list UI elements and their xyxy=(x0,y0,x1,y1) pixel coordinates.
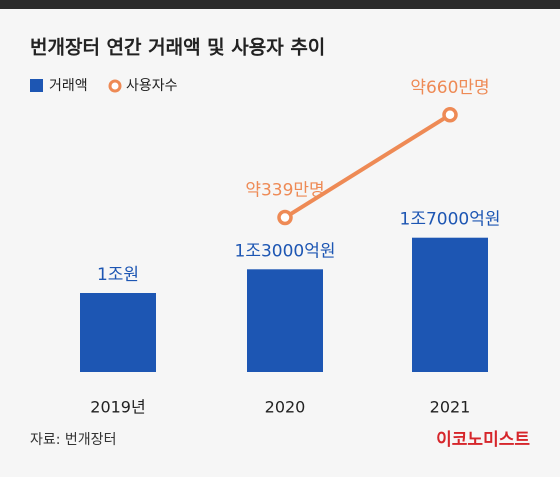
bar-label: 1조3000억원 xyxy=(235,241,336,261)
bar xyxy=(80,293,156,372)
line-label: 약660만명 xyxy=(410,78,489,98)
legend-swatch xyxy=(30,79,43,92)
line xyxy=(283,113,452,220)
bar xyxy=(412,237,488,372)
bar-label: 1조7000억원 xyxy=(400,210,501,230)
x-tick-label: 2020 xyxy=(265,398,306,417)
legend-label: 거래액 xyxy=(49,78,88,94)
source: 자료: 번개장터 xyxy=(30,432,116,448)
bar-label: 1조원 xyxy=(97,265,139,285)
top-strip xyxy=(0,0,560,9)
legend-marker xyxy=(108,79,122,93)
bar xyxy=(247,269,323,372)
line-label: 약339만명 xyxy=(245,181,324,201)
line-marker xyxy=(442,107,458,123)
x-tick-label: 2021 xyxy=(430,398,471,417)
line-marker xyxy=(277,209,293,226)
x-tick-label: 2019년 xyxy=(90,398,145,417)
chart-title: 번개장터 연간 거래액 및 사용자 추이 xyxy=(30,37,325,59)
legend-label: 사용자수 xyxy=(126,78,178,94)
brand: 이코노미스트 xyxy=(436,430,530,450)
